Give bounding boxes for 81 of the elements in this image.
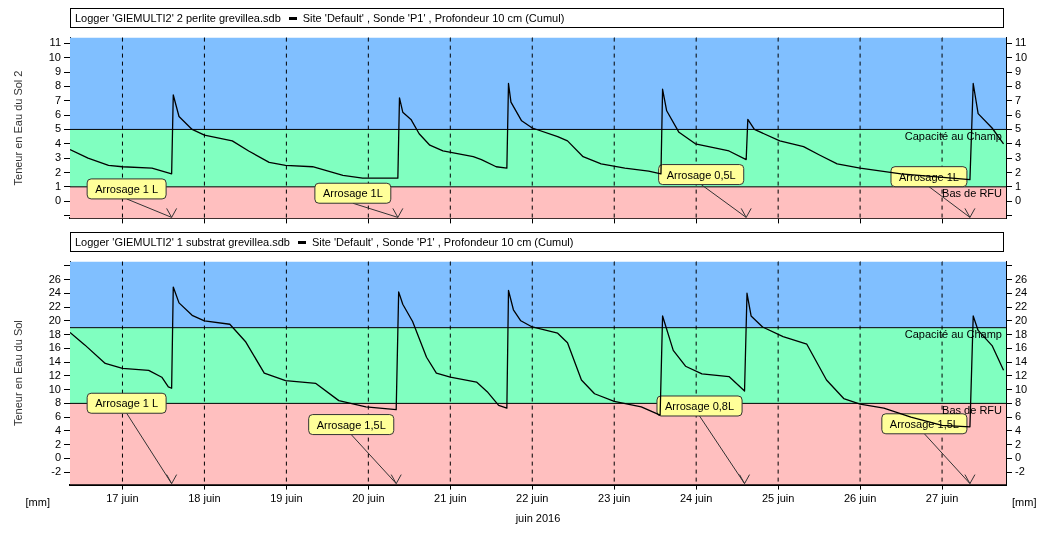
y-tick-label: 11: [49, 36, 61, 49]
annotation: Arrosage 1L: [322, 187, 383, 200]
y-tick-label: -2: [51, 465, 61, 478]
x-tick-label: 21 juin: [434, 492, 467, 505]
chart-title: Logger 'GIEMULTI2' 2 perlite grevillea.sdb: [75, 12, 281, 24]
y2-tick-label: 18: [1015, 327, 1028, 340]
y-tick-label: 6: [54, 410, 61, 423]
y2-tick-label: 5: [1015, 122, 1022, 135]
legend-label: Site 'Default' , Sonde 'P1' , Profondeur 10 cm (Cumul): [302, 12, 565, 24]
y-tick-label: 10: [48, 50, 61, 63]
x-tick-label: 22 juin: [516, 492, 549, 505]
y-tick-label: 6: [54, 108, 61, 121]
text: [mm]: [25, 495, 50, 508]
y-tick-label: 8: [54, 396, 61, 409]
y-axis-title: Teneur en Eau du Sol: [11, 320, 24, 427]
x-tick-label: 17 juin: [106, 492, 139, 505]
y-tick-label: 26: [48, 272, 61, 285]
chart-title: Logger 'GIEMULTI2' 1 substrat grevillea.sdb: [75, 236, 290, 248]
y-tick-label: 10: [48, 382, 61, 395]
y-tick-label: 5: [54, 122, 61, 135]
y-tick-label: 3: [54, 151, 61, 164]
y-tick-label: 4: [54, 423, 61, 436]
y2-tick-label: 10: [1015, 50, 1028, 63]
y2-tick-label: 2: [1015, 437, 1022, 450]
y2-tick-label: 3: [1015, 151, 1022, 164]
y-tick-label: 14: [48, 355, 61, 368]
y2-tick-label: 4: [1015, 136, 1022, 149]
y2-tick-label: 16: [1015, 341, 1028, 354]
y-tick-label: 4: [54, 136, 61, 149]
y-tick-label: 20: [48, 313, 61, 326]
y-axis-title: Teneur en Eau du Sol 2: [11, 70, 24, 186]
y2-tick-label: 11: [1015, 36, 1027, 49]
y-tick-label: 24: [48, 286, 61, 299]
x-tick-label: 24 juin: [679, 492, 713, 505]
y2-tick-label: 20: [1015, 313, 1028, 326]
y2-tick-label: 8: [1015, 396, 1022, 409]
y-tick-label: 12: [48, 368, 61, 381]
x-tick-label: 23 juin: [598, 492, 631, 505]
annotation: Arrosage 1 L: [95, 397, 159, 410]
x-axis-title: juin 2016: [514, 512, 561, 525]
annotation: Arrosage 1,5L: [316, 418, 386, 431]
y2-tick-label: -2: [1015, 465, 1025, 478]
y2-tick-label: 6: [1015, 410, 1022, 423]
y-tick-label: 9: [54, 65, 61, 78]
y2-tick-label: 0: [1015, 451, 1022, 464]
y2-tick-label: 26: [1015, 272, 1028, 285]
y2-tick-label: 9: [1015, 65, 1022, 78]
y-tick-label: 7: [54, 93, 61, 106]
annotation: Arrosage 0,5L: [666, 168, 736, 181]
x-tick-label: 20 juin: [352, 492, 385, 505]
y-tick-label: 1: [54, 179, 61, 192]
ref-line-label: Bas de RFU: [942, 187, 1003, 200]
x-tick-label: 27 juin: [925, 492, 959, 505]
y-tick-label: 8: [54, 79, 61, 92]
annotation: Arrosage 1 L: [95, 182, 159, 195]
x-tick-label: 19 juin: [270, 492, 303, 505]
y2-tick-label: 4: [1015, 423, 1022, 436]
y2-tick-label: 24: [1015, 286, 1028, 299]
x-tick-label: 25 juin: [761, 492, 795, 505]
y-tick-label: 0: [54, 451, 61, 464]
y2-tick-label: 0: [1015, 194, 1022, 207]
legend-label: Site 'Default' , Sonde 'P1' , Profondeur 10 cm (Cumul): [311, 236, 574, 248]
text: [mm]: [1012, 495, 1037, 508]
x-tick-label: 18 juin: [188, 492, 221, 505]
y-tick-label: 2: [54, 437, 61, 450]
y2-tick-label: 22: [1015, 300, 1028, 313]
y2-tick-label: 7: [1015, 93, 1022, 106]
y2-tick-label: 6: [1015, 108, 1022, 121]
y2-tick-label: 12: [1015, 368, 1028, 381]
x-tick-label: 26 juin: [843, 492, 877, 505]
y-tick-label: 0: [54, 194, 61, 207]
y-tick-label: 16: [48, 341, 61, 354]
y2-tick-label: 14: [1015, 355, 1028, 368]
y2-tick-label: 10: [1015, 382, 1028, 395]
annotation: Arrosage 0,8L: [664, 400, 735, 413]
y-tick-label: 18: [48, 327, 61, 340]
y-tick-label: 2: [54, 165, 61, 178]
y-tick-label: 22: [48, 300, 61, 313]
y2-tick-label: 1: [1015, 179, 1022, 192]
y2-tick-label: 2: [1015, 165, 1022, 178]
y2-tick-label: 8: [1015, 79, 1022, 92]
